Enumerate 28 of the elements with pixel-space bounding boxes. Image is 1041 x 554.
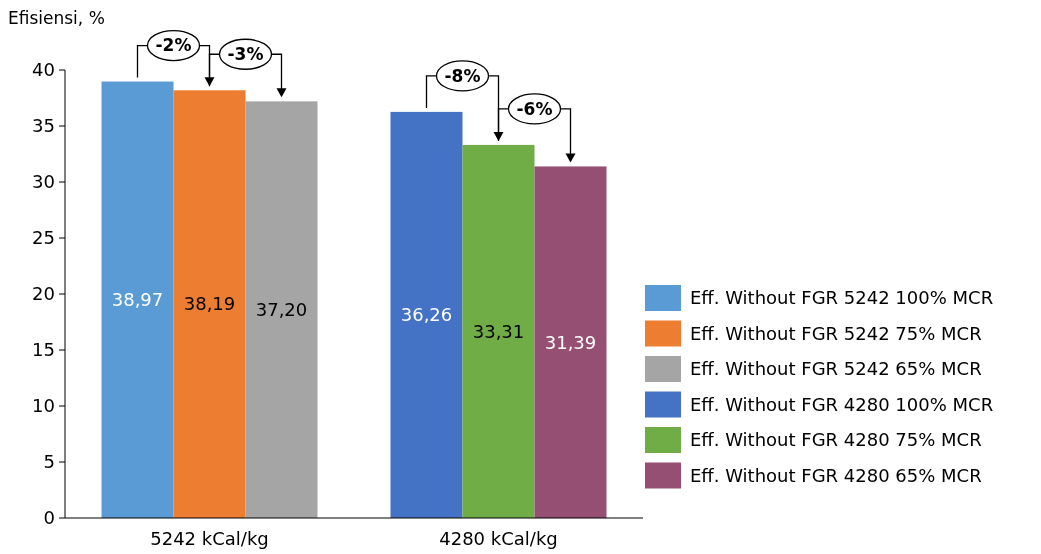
legend-label: Eff. Without FGR 5242 75% MCR <box>690 322 982 344</box>
legend-label: Eff. Without FGR 5242 100% MCR <box>690 287 994 309</box>
legend-label: Eff. Without FGR 4280 100% MCR <box>690 393 994 415</box>
y-tick-label: 0 <box>43 507 55 529</box>
annotation: -8% <box>444 65 481 86</box>
text: -3% <box>227 44 264 65</box>
y-tick-label: 20 <box>32 283 55 305</box>
legend-label: Eff. Without FGR 4280 65% MCR <box>690 464 982 486</box>
x-tick-label: 5242 kCal/kg <box>150 528 269 549</box>
y-tick-label: 35 <box>32 115 55 137</box>
legend-label: Eff. Without FGR 5242 65% MCR <box>690 358 982 380</box>
legend-label: Eff. Without FGR 4280 75% MCR <box>690 429 982 451</box>
data-label: 37,20 <box>255 298 308 320</box>
y-tick-label: 40 <box>32 59 55 81</box>
y-axis-title: Efisiensi, % <box>8 8 105 28</box>
y-tick-label: 25 <box>32 227 55 249</box>
y-tick-label: 10 <box>32 395 55 417</box>
text: -2% <box>155 35 192 56</box>
data-label: 38,97 <box>111 289 164 311</box>
annotation: -6% <box>516 98 553 119</box>
data-label: 33,31 <box>472 320 525 342</box>
x-tick-label: 4280 kCal/kg <box>439 528 558 549</box>
data-label: 38,19 <box>183 293 236 315</box>
data-label: 36,26 <box>400 304 453 326</box>
y-tick-label: 5 <box>43 451 55 473</box>
data-label: 31,39 <box>544 331 597 353</box>
y-tick-label: 15 <box>32 339 55 361</box>
y-tick-label: 30 <box>32 171 55 193</box>
